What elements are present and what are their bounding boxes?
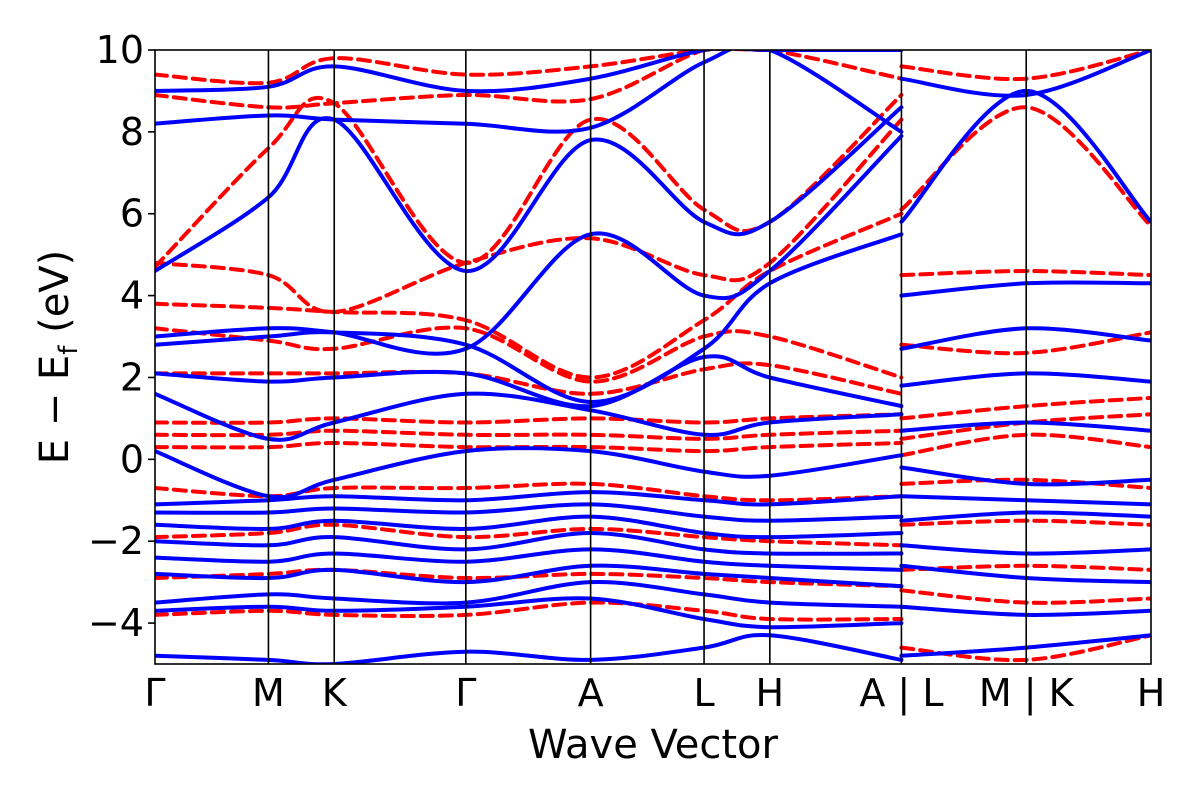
solid-bands-band-9 [155,446,904,500]
solid-bands-band-10 [155,391,904,442]
x-tick-label-1: M [252,671,285,715]
solid-bands-band-15 [155,50,904,134]
solid-bands-band-16 [155,50,904,94]
solid-bands-band-11 [155,354,904,409]
x-tick-label-4: A [578,671,604,715]
y-tick-label-5: 6 [120,192,144,236]
dashed-bands-band-13 [155,50,904,86]
x-tick-label-0: Γ [144,671,165,715]
x-tick-label-3: Γ [455,671,476,715]
x-tick-label-9: H [1137,671,1166,715]
x-tick-label-6: H [756,671,785,715]
plot-frame [154,49,1152,665]
y-axis-label: E − Ef (eV) [32,250,84,465]
x-tick-label-7: A | L [859,671,943,716]
x-tick-label-2: K [322,671,348,715]
y-tick-label-2: 0 [120,437,144,481]
y-tick-label-4: 4 [120,274,144,318]
solid-bands-band-12 [155,232,904,405]
solid-bands-band-14 [155,105,904,274]
y-axis-label-main: E − E [32,355,78,465]
x-tick-label-5: L [693,671,714,715]
x-axis-label: Wave Vector [528,722,779,768]
y-tick-label-1: −2 [88,519,144,563]
y-axis-label-unit: (eV) [32,250,78,346]
y-tick-label-0: −4 [88,601,144,645]
y-tick-label-6: 8 [120,110,144,154]
y-tick-label-7: 10 [96,28,144,72]
x-tick-label-8: M | K [979,671,1075,716]
y-axis-ticks: −4 −2 0 2 4 6 8 10 [88,28,155,645]
dashed-bands-band-8 [155,325,904,384]
y-axis-label-subscript: f [54,345,84,355]
high-symmetry-lines [267,50,1028,664]
y-tick-label-3: 2 [120,355,144,399]
dashed-bands-band-12 [155,50,904,110]
